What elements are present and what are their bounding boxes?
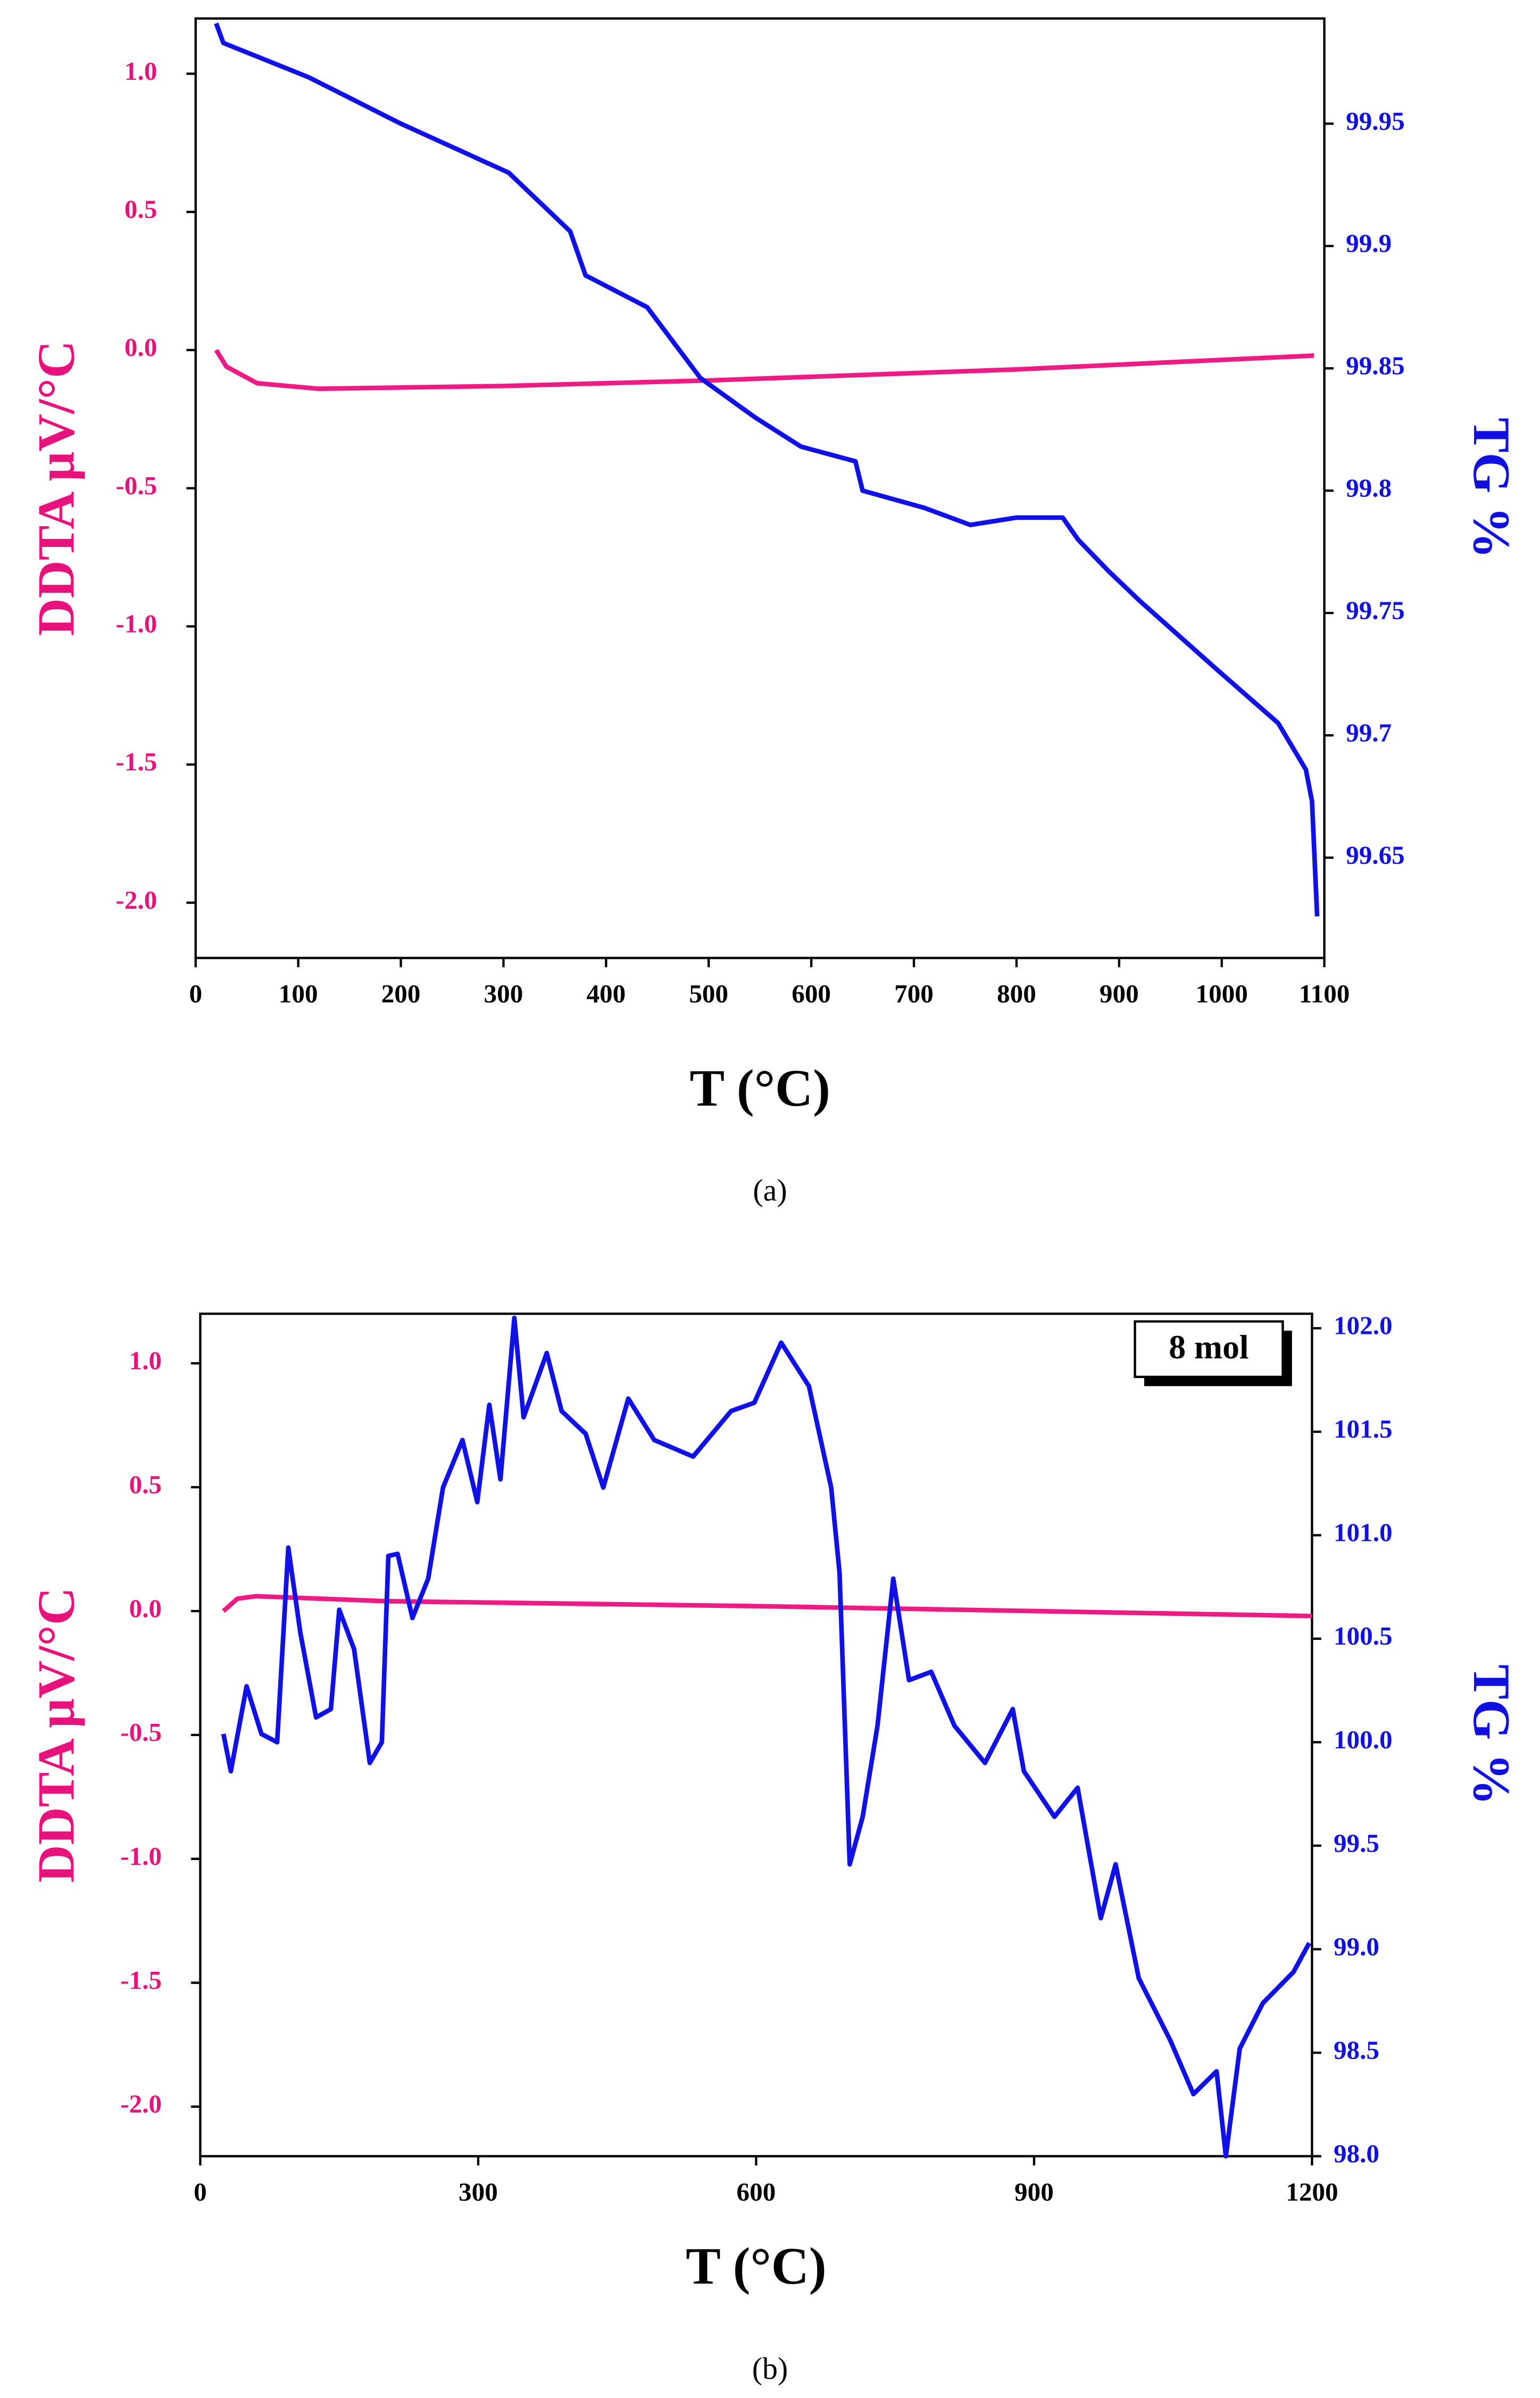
y2-tick-label: 99.9 <box>1346 229 1392 258</box>
annotation: 8 mol <box>1169 1328 1248 1366</box>
y-tick-label: 0.5 <box>129 1470 162 1499</box>
caption: (b) <box>752 2351 788 2386</box>
y2-tick-label: 101.5 <box>1334 1414 1393 1443</box>
x-tick-label: 600 <box>792 979 831 1008</box>
x-tick-label: 0 <box>194 2177 207 2206</box>
x-tick-label: 800 <box>997 979 1036 1008</box>
data-line <box>214 22 1320 917</box>
y-tick-label: -2.0 <box>116 885 157 915</box>
y2-tick-label: 99.5 <box>1334 1828 1379 1857</box>
y2-tick-label: 99.95 <box>1346 106 1405 136</box>
data-line <box>221 1315 1312 2159</box>
chart: 0 100 200 300 400 500 600 700 800 900 1000 1100 -2.0… <box>28 17 1520 1208</box>
x-axis-title: T (°C) <box>689 1059 830 1117</box>
y2-axis-title: TG % <box>1462 418 1520 559</box>
x-tick-label: 600 <box>737 2177 776 2206</box>
y-tick-label: -2.0 <box>120 2089 162 2119</box>
x-tick-label: 900 <box>1100 979 1139 1008</box>
y2-tick-label: 99.7 <box>1346 718 1392 747</box>
x-tick-label: 700 <box>894 979 934 1008</box>
x-tick-label: 300 <box>484 979 523 1008</box>
y2-tick-label: 99.0 <box>1334 1932 1379 1961</box>
annotation-box <box>1134 1320 1284 1379</box>
y-axis-title: DDTA μV/°C <box>28 1587 86 1882</box>
y-tick-label: -0.5 <box>116 471 157 500</box>
y2-tick-label: 98.5 <box>1334 2035 1379 2064</box>
x-tick-label: 1100 <box>1299 979 1350 1008</box>
caption: (a) <box>753 1173 787 1208</box>
data-line <box>214 349 1314 391</box>
y2-tick-label: 99.65 <box>1346 840 1405 869</box>
y-tick-label: -1.0 <box>120 1841 162 1871</box>
y-axis-title: DDTA μV/°C <box>28 341 86 636</box>
x-tick-label: 1000 <box>1196 979 1248 1008</box>
chart: 0 300 600 900 1200 -2.0 -1.5 -1.0 -0.5 0.0 0.5 1.0 9… <box>28 1311 1520 2386</box>
y2-tick-label: 99.8 <box>1346 474 1392 503</box>
y2-tick-label: 102.0 <box>1334 1311 1393 1340</box>
y2-tick-label: 98.0 <box>1334 2139 1379 2168</box>
y-tick-label: -1.5 <box>116 747 157 776</box>
y-tick-label: 0.0 <box>124 333 157 362</box>
x-tick-label: 500 <box>689 979 728 1008</box>
y-tick-label: 0.5 <box>124 195 157 224</box>
x-tick-label: 100 <box>279 979 318 1008</box>
x-tick-label: 1200 <box>1286 2177 1338 2206</box>
y2-tick-label: 101.0 <box>1334 1518 1393 1547</box>
y2-axis-title: TG % <box>1462 1664 1520 1805</box>
x-tick-label: 200 <box>381 979 421 1008</box>
y-tick-label: -1.0 <box>116 609 157 638</box>
y-tick-label: 1.0 <box>124 56 157 86</box>
x-tick-label: 400 <box>586 979 626 1008</box>
x-tick-label: 900 <box>1014 2177 1054 2206</box>
y2-tick-label: 99.85 <box>1346 351 1405 380</box>
plot-frame <box>194 17 1326 959</box>
y2-tick-label: 100.0 <box>1334 1725 1393 1754</box>
x-axis-title: T (°C) <box>686 2237 826 2295</box>
y2-tick-label: 100.5 <box>1334 1621 1393 1650</box>
y-tick-label: 0.0 <box>129 1594 162 1623</box>
x-tick-label: 0 <box>189 979 202 1008</box>
y-tick-label: -1.5 <box>120 1965 162 1995</box>
x-tick-label: 300 <box>459 2177 498 2206</box>
y-tick-label: 1.0 <box>129 1346 162 1375</box>
y2-tick-label: 99.75 <box>1346 595 1405 625</box>
y-tick-label: -0.5 <box>120 1717 162 1747</box>
